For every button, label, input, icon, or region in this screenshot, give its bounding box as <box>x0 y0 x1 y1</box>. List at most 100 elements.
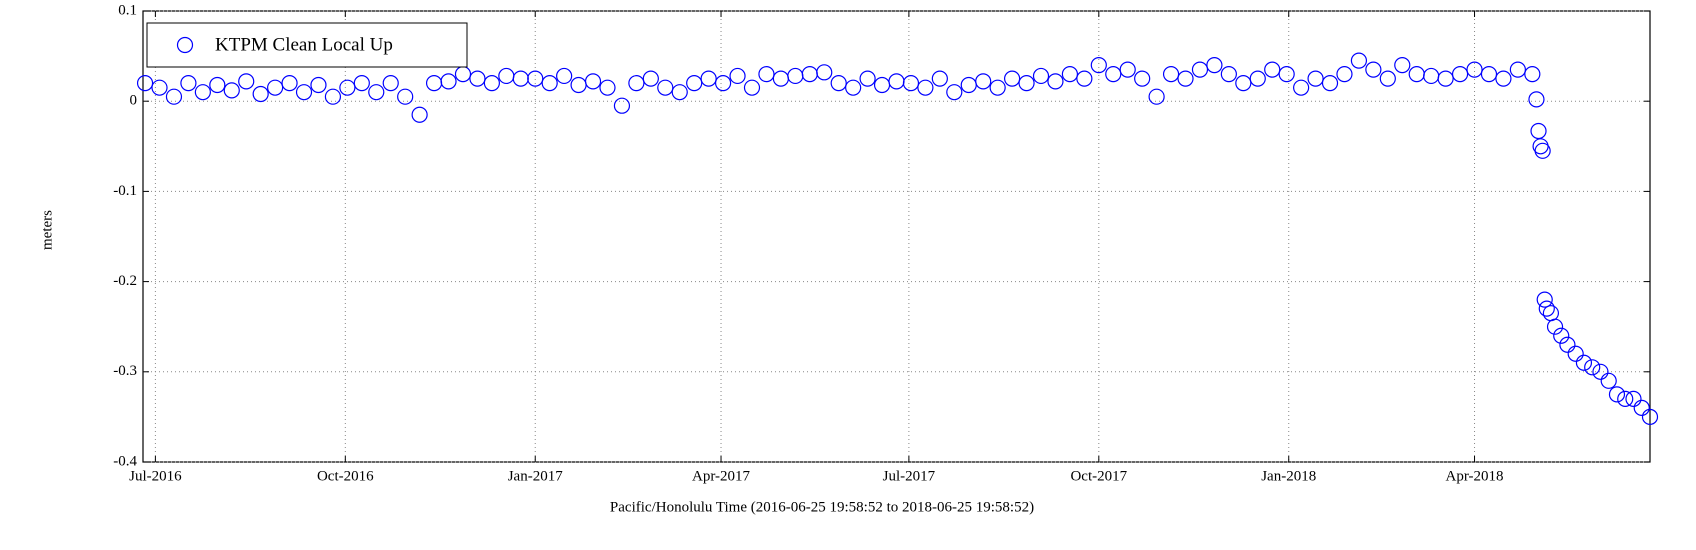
data-point <box>917 79 934 96</box>
data-point <box>1148 88 1165 105</box>
data-point <box>1584 359 1601 376</box>
data-point <box>1278 66 1295 83</box>
x-tick-label: Jul-2017 <box>883 468 936 484</box>
data-point <box>1536 291 1553 308</box>
data-point <box>1090 57 1107 74</box>
data-point <box>787 67 804 85</box>
x-tick-label: Jan-2018 <box>1261 468 1316 484</box>
data-point <box>830 75 847 92</box>
data-point <box>1119 61 1136 78</box>
data-point <box>1293 79 1310 96</box>
data-point <box>1004 70 1021 87</box>
data-point <box>281 75 298 92</box>
data-point <box>1538 300 1555 317</box>
data-point <box>1509 61 1526 78</box>
data-point <box>1567 345 1584 362</box>
data-point <box>1534 142 1551 159</box>
data-point <box>1408 66 1425 83</box>
data-point <box>772 70 789 87</box>
data-point <box>1423 67 1440 85</box>
x-tick-label: Oct-2016 <box>317 468 374 484</box>
y-tick-label: -0.1 <box>113 183 137 199</box>
data-point <box>512 70 529 87</box>
data-point <box>339 79 356 96</box>
data-point <box>931 70 948 87</box>
data-point <box>1480 66 1498 83</box>
data-point <box>1249 70 1266 87</box>
data-point <box>599 79 616 96</box>
data-point <box>1264 61 1281 78</box>
data-point <box>1451 66 1469 83</box>
y-tick-label: 0.1 <box>118 2 137 18</box>
data-point <box>1018 75 1035 92</box>
x-tick-label: Jan-2017 <box>508 468 563 484</box>
data-point <box>238 73 255 90</box>
data-point <box>859 70 876 87</box>
data-point <box>657 79 674 96</box>
data-point <box>1076 70 1093 87</box>
data-point <box>556 67 573 85</box>
data-point <box>1321 75 1339 92</box>
data-point <box>1365 61 1382 78</box>
data-point <box>440 73 457 90</box>
data-point <box>1553 327 1570 344</box>
data-point <box>1575 354 1593 371</box>
plot-frame <box>142 10 1651 463</box>
data-point <box>1105 66 1122 83</box>
y-tick-label: -0.3 <box>113 363 137 379</box>
y-axis-label: meters <box>39 210 55 250</box>
data-point <box>1608 386 1626 403</box>
data-point <box>1379 70 1396 87</box>
data-point <box>1625 390 1642 407</box>
data-point <box>425 75 443 92</box>
data-point <box>483 75 500 92</box>
data-point <box>1546 318 1564 335</box>
x-tick-label: Apr-2018 <box>1446 468 1504 484</box>
data-point <box>324 88 342 105</box>
data-point <box>541 75 558 92</box>
data-point <box>397 88 414 105</box>
data-point <box>310 76 327 94</box>
data-point <box>714 75 732 92</box>
data-point <box>1495 70 1512 87</box>
data-point <box>1559 336 1576 353</box>
data-point <box>570 76 587 94</box>
legend-marker <box>176 36 194 54</box>
data-point <box>165 88 183 105</box>
data-point <box>686 75 703 92</box>
data-point <box>295 84 313 101</box>
data-point <box>671 84 688 101</box>
data-point <box>975 73 992 90</box>
data-point <box>584 73 602 90</box>
data-point <box>1437 70 1454 87</box>
data-point <box>1307 70 1324 87</box>
x-tick-label: Apr-2017 <box>692 468 751 484</box>
data-point <box>1394 57 1411 74</box>
data-point <box>151 79 168 96</box>
x-tick-label: Jul-2016 <box>129 468 182 484</box>
data-point <box>1047 73 1064 90</box>
x-tick-label: Oct-2017 <box>1070 468 1127 484</box>
data-point <box>382 75 399 92</box>
data-point <box>758 66 775 83</box>
data-point <box>1235 75 1252 92</box>
data-point <box>1633 399 1650 416</box>
data-point <box>1530 122 1547 140</box>
data-point <box>1600 372 1617 389</box>
data-point <box>498 67 515 85</box>
data-point <box>267 79 284 96</box>
data-point <box>946 84 963 101</box>
legend-box <box>146 22 468 68</box>
data-point <box>902 75 920 92</box>
data-point <box>873 76 891 94</box>
data-point <box>845 79 862 96</box>
data-point <box>628 75 645 92</box>
y-tick-label: -0.2 <box>113 273 137 289</box>
y-tick-label: 0 <box>130 93 138 109</box>
data-point <box>743 79 761 96</box>
data-point <box>1528 91 1545 108</box>
data-point <box>1542 305 1560 322</box>
data-point <box>1061 66 1079 83</box>
